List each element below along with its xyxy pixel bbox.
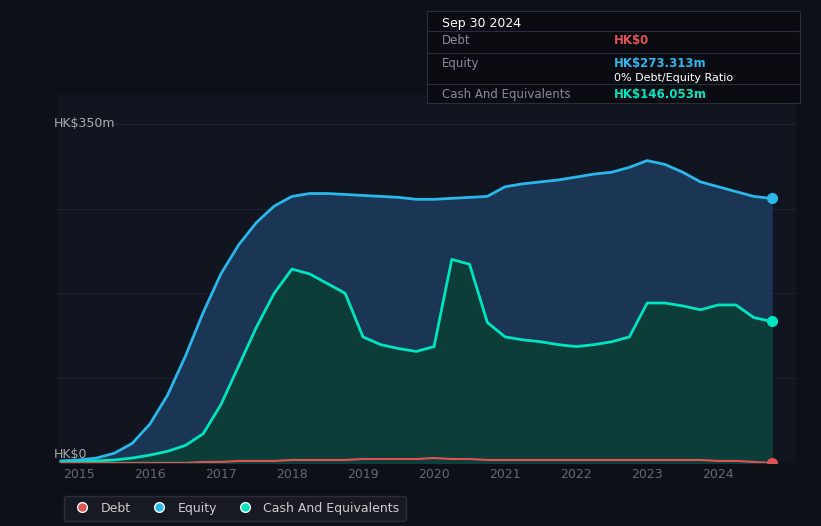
Text: Equity: Equity [442, 56, 479, 69]
Text: HK$0: HK$0 [54, 448, 87, 461]
Text: HK$350m: HK$350m [54, 117, 115, 130]
Text: 0% Debt/Equity Ratio: 0% Debt/Equity Ratio [614, 73, 733, 83]
Legend: Debt, Equity, Cash And Equivalents: Debt, Equity, Cash And Equivalents [64, 495, 406, 521]
Text: Debt: Debt [442, 35, 470, 47]
Text: HK$273.313m: HK$273.313m [614, 56, 706, 69]
Text: Cash And Equivalents: Cash And Equivalents [442, 88, 571, 101]
Text: Sep 30 2024: Sep 30 2024 [442, 17, 521, 30]
Text: HK$0: HK$0 [614, 35, 649, 47]
Text: HK$146.053m: HK$146.053m [614, 88, 707, 101]
